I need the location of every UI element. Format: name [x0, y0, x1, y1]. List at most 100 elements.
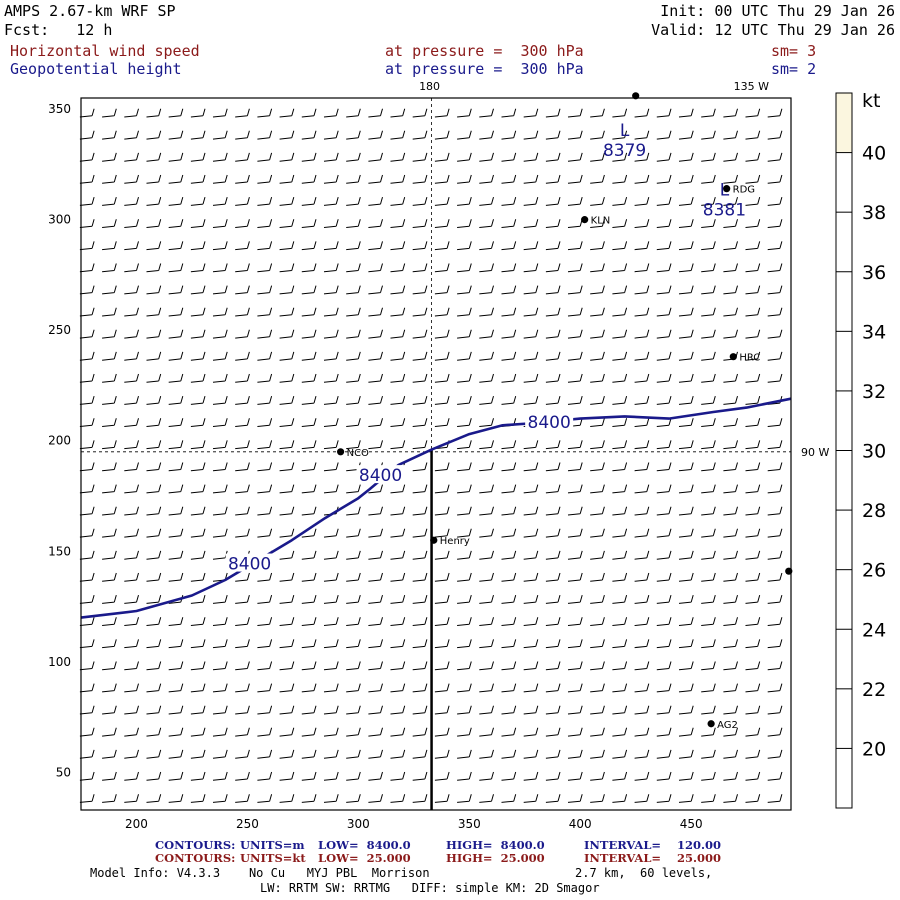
wind-barb: [257, 594, 273, 604]
wind-barb: [323, 285, 339, 295]
wind-barb: [523, 395, 539, 405]
wind-barb: [102, 329, 117, 339]
wind-barb: [235, 174, 250, 184]
model-info: Model Info: V4.3.3 No Cu MYJ PBL Morriso…: [90, 866, 430, 880]
wind-barb: [412, 152, 428, 162]
wind-barb: [257, 263, 273, 273]
wind-barb: [279, 617, 295, 626]
wind-barb: [390, 440, 406, 450]
wind-barb: [412, 572, 428, 582]
wind-barb: [146, 506, 162, 516]
wind-barb: [612, 108, 628, 118]
wind-barb: [146, 219, 162, 228]
wind-barb: [346, 484, 361, 494]
wind-barb: [612, 418, 628, 427]
wind-barb: [656, 241, 672, 251]
wind-barb: [301, 705, 317, 715]
wind-barb: [190, 683, 206, 693]
wind-barb: [212, 727, 228, 737]
wind-barb: [235, 484, 250, 494]
wind-barb: [168, 241, 184, 251]
wind-barb: [212, 241, 228, 251]
wind-barb: [457, 285, 472, 295]
model-title: AMPS 2.67-km WRF SP: [4, 2, 176, 20]
meridian-label: 135 W: [734, 80, 769, 93]
wind-barb: [634, 462, 650, 472]
wind-barb: [523, 683, 539, 693]
wind-barb: [501, 705, 517, 715]
contours-low-wind: LOW= 25.000: [318, 851, 411, 865]
wind-barb: [279, 418, 295, 427]
wind-barb: [390, 661, 406, 671]
wind-barb: [745, 528, 761, 538]
wind-barb: [390, 263, 406, 273]
wind-barb: [767, 506, 783, 516]
wind-barb: [235, 727, 250, 737]
wind-barb: [390, 794, 406, 803]
wind-barb: [146, 528, 162, 538]
wind-barb: [346, 528, 361, 538]
wind-barb: [501, 639, 517, 649]
wind-barb: [257, 462, 273, 472]
wind-barb: [723, 771, 738, 781]
wind-barb: [124, 727, 139, 737]
wind-barb: [567, 395, 583, 405]
wind-barb: [368, 749, 383, 759]
wind-barb: [501, 373, 517, 383]
wind-barb: [190, 528, 206, 538]
wind-barb: [168, 395, 184, 405]
wind-barb: [634, 528, 650, 538]
wind-barb: [723, 572, 738, 582]
wind-barb: [279, 661, 295, 671]
wind-barb: [479, 661, 494, 671]
wind-barb: [567, 794, 583, 803]
wind-barb: [656, 727, 672, 737]
wind-barb: [479, 794, 494, 803]
wind-barb: [412, 484, 428, 494]
wind-barb: [678, 661, 694, 671]
wind-barb: [190, 771, 206, 781]
wind-barb: [346, 329, 361, 339]
wind-barb: [523, 550, 539, 560]
wind-barb: [745, 263, 761, 273]
wind-barb: [501, 572, 517, 582]
wind-barb: [479, 639, 494, 649]
wind-barb: [168, 749, 184, 759]
wind-barb: [279, 771, 295, 781]
wind-barb: [368, 440, 383, 450]
y-tick-label: 300: [48, 213, 71, 227]
wind-barb: [146, 617, 162, 626]
wind-barb: [545, 307, 561, 317]
wind-barb: [235, 749, 250, 759]
wind-barb: [146, 108, 162, 118]
wind-barb: [590, 241, 605, 251]
wind-barb: [212, 395, 228, 405]
wind-barb: [501, 351, 517, 361]
wind-barb: [678, 462, 694, 472]
wind-barb: [723, 506, 738, 516]
wind-barb: [590, 263, 605, 273]
wind-barb: [523, 572, 539, 582]
wind-barb: [745, 285, 761, 295]
wind-barb: [102, 174, 117, 184]
wind-barb: [723, 440, 738, 450]
wind-barb: [434, 749, 450, 759]
wind-barb: [479, 683, 494, 693]
contours-interval-wind: INTERVAL= 25.000: [584, 851, 722, 865]
wind-barb: [323, 683, 339, 693]
wind-barb: [235, 196, 250, 206]
station-marker: [707, 720, 715, 728]
wind-barb: [124, 749, 139, 759]
wind-barb: [412, 594, 428, 604]
wind-barb: [656, 263, 672, 273]
wind-barb: [390, 152, 406, 162]
wind-barb: [457, 395, 472, 405]
wind-barb: [501, 528, 517, 538]
contours-interval-height: INTERVAL= 120.00: [584, 838, 722, 852]
wind-barb: [124, 219, 139, 228]
colorbar-tick-label: 30: [862, 441, 886, 463]
wind-barb: [212, 418, 228, 427]
wind-barb: [479, 617, 494, 626]
wind-barb: [212, 263, 228, 273]
wind-barb: [279, 594, 295, 604]
